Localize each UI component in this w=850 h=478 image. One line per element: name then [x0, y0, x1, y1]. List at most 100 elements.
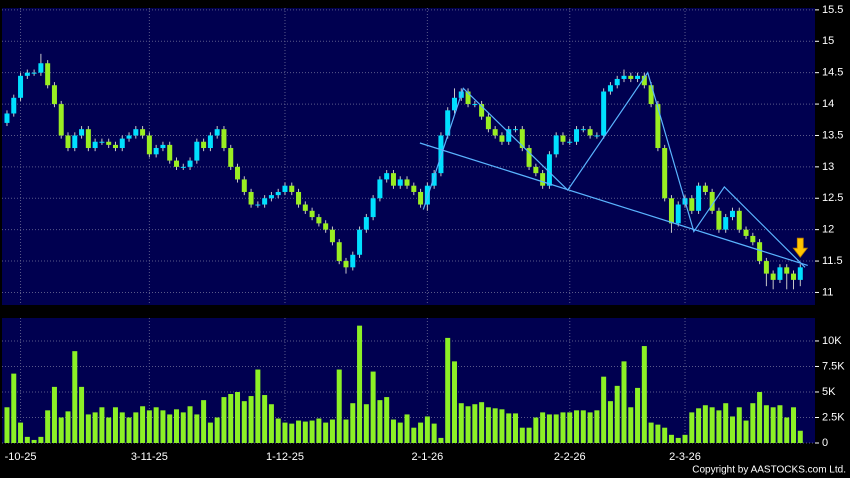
volume-bar — [479, 402, 485, 443]
candle-body — [241, 179, 247, 192]
volume-bar — [289, 423, 295, 443]
candle-body — [336, 242, 342, 262]
candle-body — [770, 273, 776, 280]
volume-bar — [451, 361, 457, 443]
candle-body — [451, 97, 457, 111]
candle-body — [187, 160, 193, 167]
candle-body — [72, 135, 78, 149]
volume-bar — [377, 400, 383, 443]
volume-bar — [79, 386, 85, 443]
volume-bar — [526, 427, 532, 443]
candle-body — [668, 198, 674, 224]
price-panel — [2, 8, 815, 305]
volume-bar — [465, 406, 471, 443]
candle-body — [329, 229, 335, 243]
candle-body — [201, 141, 207, 149]
volume-bar — [418, 422, 424, 443]
candle-body — [45, 63, 51, 86]
y-tick-label: 11 — [822, 286, 833, 298]
candle-body — [194, 141, 200, 161]
y-tick-label: 12.5 — [822, 192, 843, 204]
candle-body — [763, 261, 769, 274]
volume-bar — [635, 387, 641, 443]
y-tick-label: 13.5 — [822, 129, 843, 141]
candle-body — [757, 242, 763, 262]
volume-bar — [370, 371, 376, 443]
volume-bar — [682, 434, 688, 443]
candle-body — [641, 75, 647, 86]
y2-tick-label: 2.5K — [822, 411, 845, 423]
volume-bar — [696, 408, 702, 443]
volume-bar — [587, 412, 593, 443]
candle-body — [736, 210, 742, 230]
candle-body — [255, 204, 261, 206]
candle-body — [51, 85, 57, 105]
candle-body — [302, 204, 308, 211]
volume-bar — [228, 394, 234, 443]
volume-bar — [106, 417, 112, 443]
candle-body — [750, 235, 756, 243]
candle-body — [58, 104, 64, 136]
volume-bar — [173, 409, 179, 443]
candle-body — [513, 129, 519, 131]
volume-bar — [316, 418, 322, 443]
x-tick-label: 3-11-25 — [131, 451, 168, 463]
candle-body — [533, 166, 539, 174]
volume-bar — [207, 422, 213, 443]
volume-bar — [397, 422, 403, 443]
volume-bar — [743, 420, 749, 443]
candle-body — [791, 273, 797, 280]
volume-bar — [350, 403, 356, 443]
candle-body — [621, 75, 627, 79]
volume-bar — [723, 403, 729, 443]
volume-bar — [268, 404, 274, 443]
x-tick-label: 2-1-26 — [411, 451, 443, 463]
candle-body — [316, 217, 322, 224]
candle-body — [377, 179, 383, 199]
volume-bar — [513, 413, 519, 443]
volume-bar — [4, 407, 10, 443]
y2-tick-label: 5K — [822, 386, 836, 398]
candle-body — [153, 148, 159, 155]
candle-body — [479, 104, 485, 117]
volume-bar — [262, 395, 268, 443]
candle-body — [431, 173, 437, 186]
candle-body — [696, 185, 702, 211]
candle-body — [418, 191, 424, 205]
volume-bar — [533, 417, 539, 443]
candle-body — [85, 129, 91, 149]
candle-body — [173, 160, 179, 167]
y2-tick-label: 10K — [822, 335, 842, 347]
volume-bar — [329, 419, 335, 443]
volume-bar — [323, 422, 329, 443]
volume-bar — [411, 427, 417, 443]
volume-bar — [187, 406, 193, 443]
y-tick-label: 14.5 — [822, 67, 843, 79]
volume-bar — [180, 412, 186, 443]
volume-bar — [431, 423, 437, 443]
trendline — [422, 71, 806, 268]
volume-bar — [24, 436, 30, 443]
volume-bar — [45, 410, 51, 443]
y-tick-label: 14 — [822, 98, 834, 110]
volume-bar — [784, 417, 790, 443]
volume-bar — [675, 437, 681, 443]
x-tick-label: -10-25 — [5, 451, 37, 463]
candle-body — [140, 129, 146, 136]
candle-body — [370, 198, 376, 218]
copyright: Copyright by AASTOCKS.com Ltd. — [692, 465, 846, 476]
candle-body — [112, 144, 118, 149]
volume-bar — [119, 412, 125, 443]
volume-bar — [757, 391, 763, 443]
candle-body — [560, 135, 566, 142]
candle-body — [723, 217, 729, 230]
candle-body — [546, 154, 552, 186]
volume-bar — [384, 397, 390, 443]
candle-body — [119, 138, 125, 149]
volume-bar — [601, 376, 607, 443]
candle-body — [248, 191, 254, 205]
candle-body — [18, 75, 24, 98]
volume-bar — [574, 410, 580, 443]
volume-bar — [31, 439, 37, 443]
volume-bar — [553, 414, 559, 443]
